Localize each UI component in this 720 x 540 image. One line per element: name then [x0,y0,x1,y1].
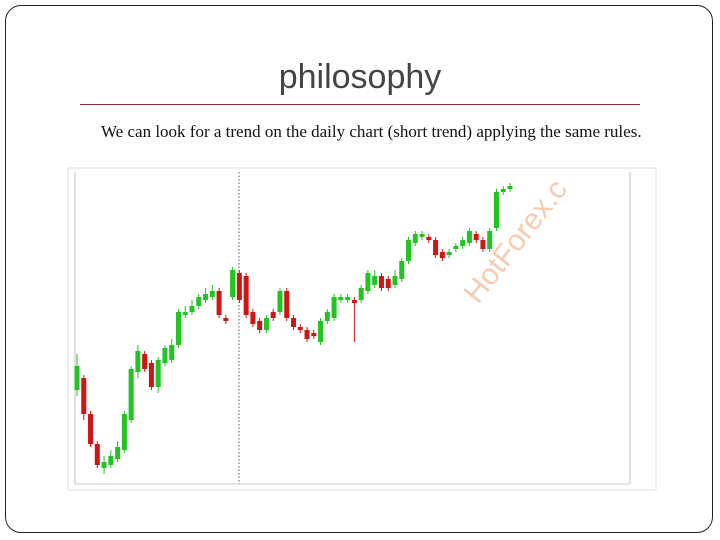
candle-body [101,462,107,468]
candle-body [135,351,141,372]
candle-body [148,363,154,387]
slide-text: We can look for a trend on the daily cha… [101,122,642,141]
candle-body [480,240,486,249]
candle-body [284,291,290,318]
candle-body [196,297,202,306]
candle-body [419,234,425,237]
candle-body [230,270,236,297]
slide-title: philosophy [278,58,442,96]
candle-body [257,321,263,330]
candle-body [406,240,412,261]
candle-body [291,318,296,327]
candle-body [223,318,229,321]
candle-body [345,297,351,300]
candle-body [304,330,310,339]
candle-body [507,186,513,189]
candle-body [297,327,303,330]
candle-body [108,456,114,465]
candle-body [216,291,222,315]
candle-body [169,345,175,360]
candle-body [94,444,100,465]
candle-body [277,291,283,312]
candle-body [88,414,94,444]
slide-frame [5,5,713,533]
candle-body [493,192,499,228]
candle-body [372,276,378,285]
candle-body [446,252,452,255]
candle-body [203,294,209,300]
candle-body [311,333,317,336]
candle-body [453,246,459,249]
candle-body [182,312,188,315]
candle-body [338,297,344,300]
candle-body [243,276,249,315]
candle-body [378,276,384,288]
candle-body [351,300,357,303]
candle-body [189,306,195,312]
candle-body [365,273,371,291]
candle-body [318,321,324,342]
candle-body [81,378,87,414]
candle-body [466,231,472,243]
candle-body [74,366,80,390]
candle-body [439,252,445,258]
title-rule [80,104,640,105]
candle-body [121,414,127,450]
candle-body [270,312,276,318]
candle-body [162,348,168,363]
candle-body [142,354,148,369]
candle-body [263,318,269,330]
candle-body [128,369,134,420]
chart-frame [67,167,657,491]
candle-body [175,312,181,345]
candle-body [500,189,506,192]
candle-body [236,273,242,300]
candle-body [250,312,256,324]
candle-body [392,276,398,285]
candle-body [473,234,479,240]
candle-body [209,291,215,297]
candle-body [412,234,418,243]
candle-body [399,261,405,279]
candle-body [433,240,439,255]
candle-body [487,231,493,249]
candle-body [331,297,337,318]
candle-body [460,240,466,246]
candle-body [324,312,330,321]
candle-body [426,237,432,240]
candle-body [115,447,121,459]
candle-body [155,360,161,387]
candle-body [358,288,364,300]
candle-body [385,279,391,288]
